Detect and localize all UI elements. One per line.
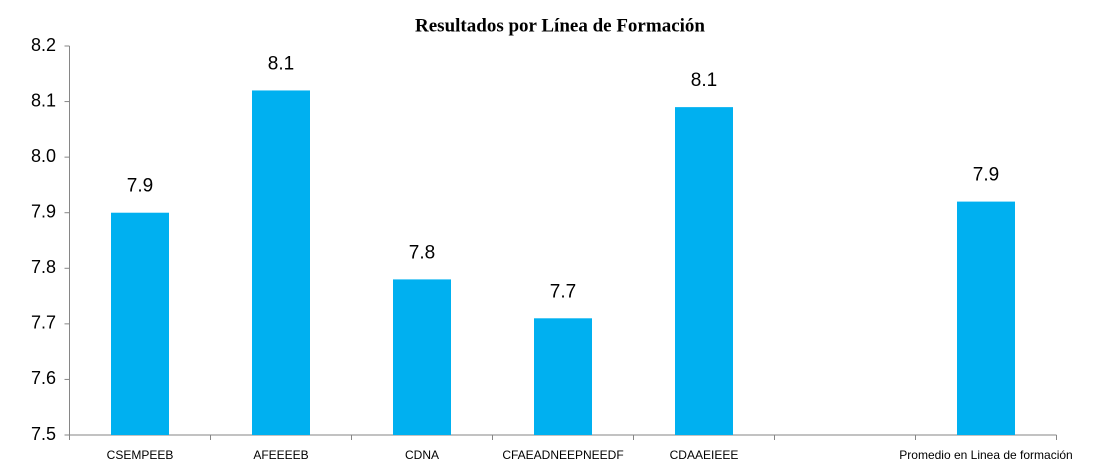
data-label: 7.9 xyxy=(127,176,153,197)
data-label: 7.8 xyxy=(409,242,435,263)
x-tick-label: Promedio en Linea de formación xyxy=(899,448,1072,462)
data-label: 8.1 xyxy=(268,53,294,74)
bar xyxy=(957,201,1015,435)
bar xyxy=(675,107,733,435)
y-tick-label: 7.5 xyxy=(31,424,56,444)
y-tick-label: 7.6 xyxy=(31,368,56,388)
y-tick-label: 8.0 xyxy=(31,146,56,166)
data-label: 8.1 xyxy=(691,70,717,91)
x-tick-label: CFAEADNEEPNEEDF xyxy=(502,448,623,462)
data-label: 7.9 xyxy=(973,165,999,186)
bar xyxy=(393,279,451,435)
bar xyxy=(252,90,310,435)
x-tick-label: CDNA xyxy=(405,448,439,462)
y-tick-label: 7.9 xyxy=(31,201,56,221)
y-tick-label: 8.2 xyxy=(31,35,56,55)
x-tick-label: AFEEEEB xyxy=(253,448,308,462)
data-label: 7.7 xyxy=(550,281,576,302)
bar xyxy=(534,318,592,435)
y-tick-label: 8.1 xyxy=(31,90,56,110)
x-tick-label: CSEMPEEB xyxy=(107,448,174,462)
y-tick-label: 7.8 xyxy=(31,257,56,277)
chart-title: Resultados por Línea de Formación xyxy=(415,15,705,36)
y-tick-label: 7.7 xyxy=(31,313,56,333)
x-tick-label: CDAAEIEEE xyxy=(670,448,739,462)
bar xyxy=(111,212,169,435)
